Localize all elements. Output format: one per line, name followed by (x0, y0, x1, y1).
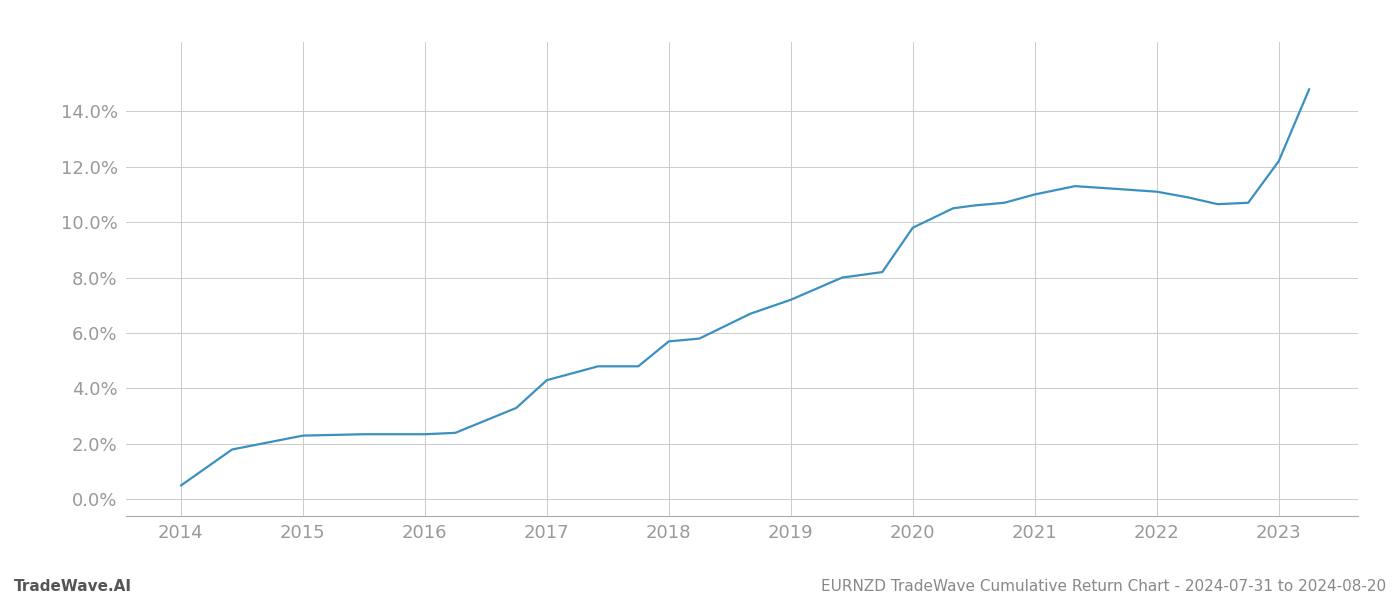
Text: EURNZD TradeWave Cumulative Return Chart - 2024-07-31 to 2024-08-20: EURNZD TradeWave Cumulative Return Chart… (820, 579, 1386, 594)
Text: TradeWave.AI: TradeWave.AI (14, 579, 132, 594)
